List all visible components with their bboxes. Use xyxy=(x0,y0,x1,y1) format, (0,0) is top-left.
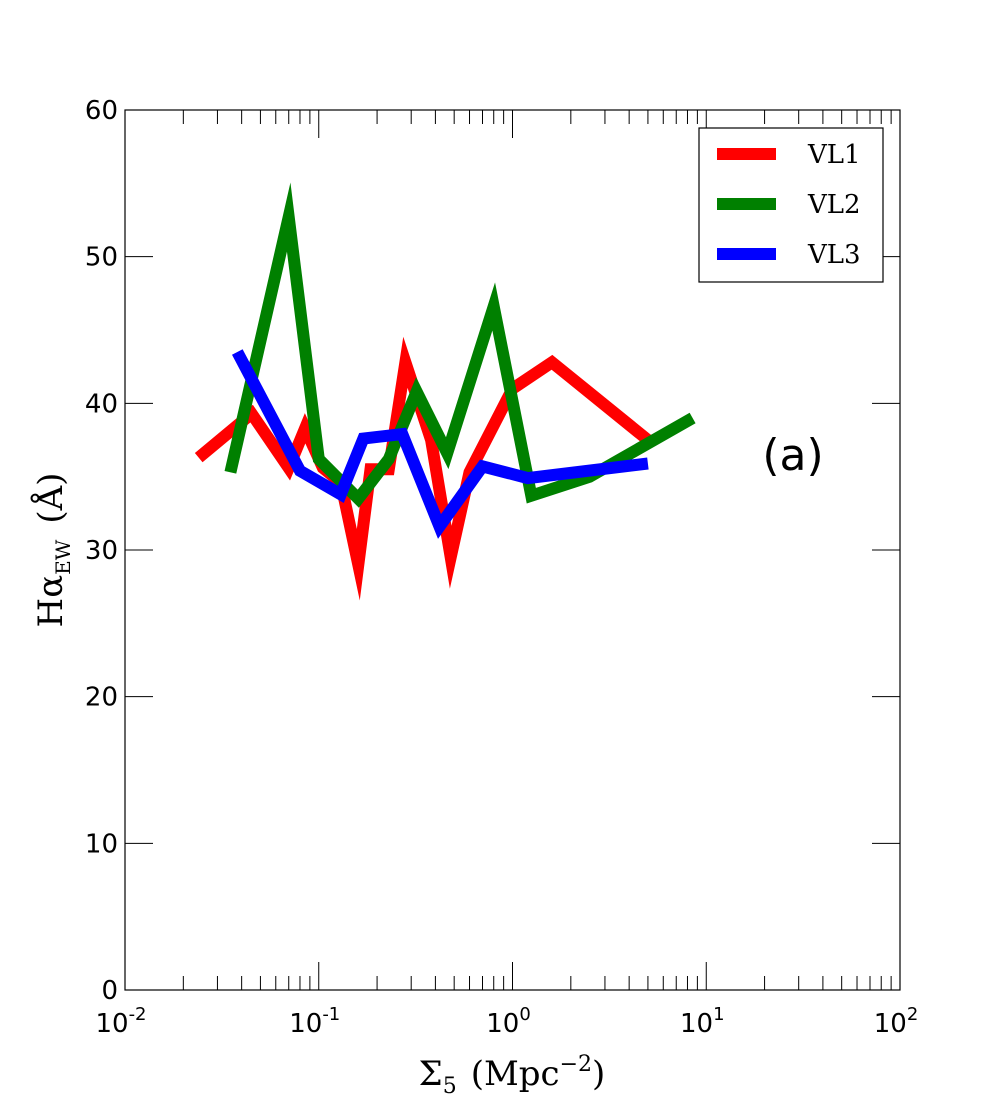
legend-label-vl3: VL3 xyxy=(807,240,861,270)
y-tick-label: 0 xyxy=(101,976,118,1006)
minor-ticks xyxy=(182,110,892,990)
y-tick-label: 40 xyxy=(85,389,118,419)
y-tick-label: 50 xyxy=(85,243,118,273)
series-line-vl3 xyxy=(231,349,649,539)
x-axis-title: Σ5 (Mpc−2) xyxy=(419,1052,606,1099)
y-axis-title: HαEW(Å) xyxy=(30,473,75,628)
series-line-vl2 xyxy=(224,182,696,508)
y-tick-label: 20 xyxy=(85,683,118,713)
legend: VL1 VL2 VL3 xyxy=(698,127,884,283)
panel-annotation: (a) xyxy=(762,430,823,481)
x-tick-label: 10-1 xyxy=(289,1004,340,1039)
y-tick-label: 30 xyxy=(85,536,118,566)
y-tick-label: 60 xyxy=(85,96,118,126)
legend-items: VL1 VL2 VL3 xyxy=(717,140,861,270)
y-tick-labels: 0 10 20 30 40 50 60 xyxy=(85,96,118,1006)
x-tick-label: 100 xyxy=(486,1004,531,1039)
x-tick-label: 101 xyxy=(680,1004,725,1039)
x-tick-label: 10-2 xyxy=(95,1004,146,1039)
y-tick-label: 10 xyxy=(85,829,118,859)
series-lines xyxy=(194,182,696,601)
legend-label-vl1: VL1 xyxy=(807,140,861,170)
major-ticks xyxy=(124,109,901,991)
x-tick-labels: 10-2 10-1 100 101 102 xyxy=(95,1004,918,1039)
legend-label-vl2: VL2 xyxy=(807,190,861,220)
x-tick-label: 102 xyxy=(874,1004,919,1039)
